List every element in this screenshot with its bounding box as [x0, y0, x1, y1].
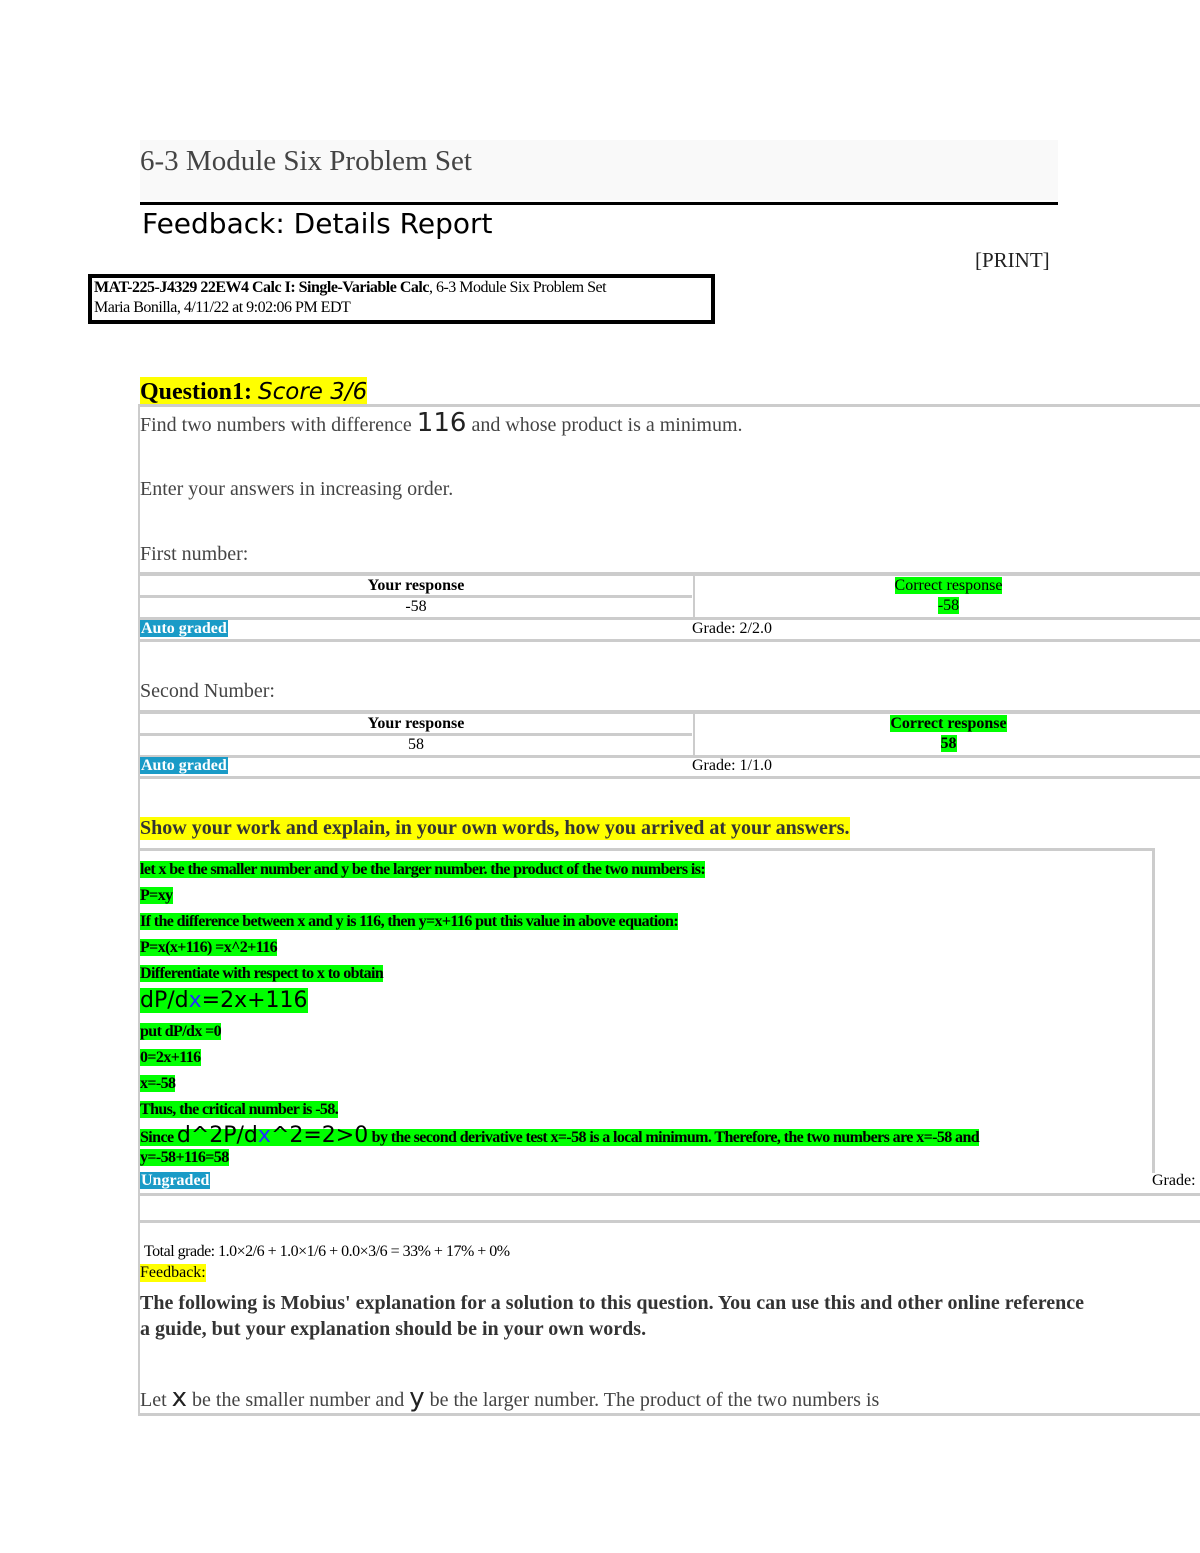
student-line: Maria Bonilla, 4/11/22 at 9:02:06 PM EDT: [94, 299, 351, 316]
auto-graded-badge: Auto graded: [140, 757, 228, 774]
grade: Grade: 1/1.0: [692, 757, 772, 774]
course-info-box: MAT-225-J4329 22EW4 Calc I: Single-Varia…: [88, 274, 715, 324]
part-label: First number:: [140, 543, 249, 565]
student-work-box: [140, 848, 1155, 1173]
your-response-value: -58: [405, 598, 427, 615]
divider: [140, 202, 1058, 205]
assignment-name: , 6-3 Module Six Problem Set: [428, 279, 607, 296]
correct-response-header: Correct response: [894, 577, 1003, 594]
your-response-header: Your response: [367, 577, 465, 594]
ungraded-badge: Ungraded: [140, 1172, 211, 1189]
your-response-header: Your response: [367, 715, 465, 732]
course-name: MAT-225-J4329 22EW4 Calc I: Single-Varia…: [94, 279, 429, 296]
your-response-value: 58: [408, 736, 424, 753]
question-frame: [138, 404, 1200, 1416]
response-table: Your response Correct response 58 58 Auto…: [140, 710, 1200, 780]
print-link[interactable]: [PRINT]: [975, 248, 1050, 272]
student-work: let x be the smaller number and y be the…: [140, 861, 980, 1166]
response-table: Your response Correct response -58 -58 Au…: [140, 572, 1200, 642]
correct-response-value: 58: [940, 735, 957, 752]
explanation: Let x be the smaller number and y be the…: [140, 1383, 880, 1413]
feedback-text: The following is Mobius' explanation for…: [140, 1292, 1084, 1340]
report-title: Feedback: Details Report: [142, 207, 493, 240]
part-label: Second Number:: [140, 680, 275, 702]
question-label: Question1:: [140, 379, 253, 405]
question-score: Score 3/6: [258, 379, 368, 405]
instruction: Enter your answers in increasing order.: [140, 478, 454, 500]
question-stem: Find two numbers with difference 116 and…: [140, 408, 743, 438]
question-heading: Question1: Score 3/6: [140, 377, 368, 407]
grade: Grade:: [1152, 1172, 1196, 1189]
feedback-label: Feedback:: [140, 1264, 206, 1282]
auto-graded-badge: Auto graded: [140, 620, 228, 637]
page-title: 6-3 Module Six Problem Set: [140, 140, 1058, 200]
work-prompt: Show your work and explain, in your own …: [140, 817, 850, 840]
correct-response-value: -58: [937, 597, 960, 614]
total-grade: Total grade: 1.0×2/6 + 1.0×1/6 + 0.0×3/6…: [144, 1243, 510, 1260]
correct-response-header: Correct response: [890, 715, 1007, 732]
grade: Grade: 2/2.0: [692, 620, 772, 637]
